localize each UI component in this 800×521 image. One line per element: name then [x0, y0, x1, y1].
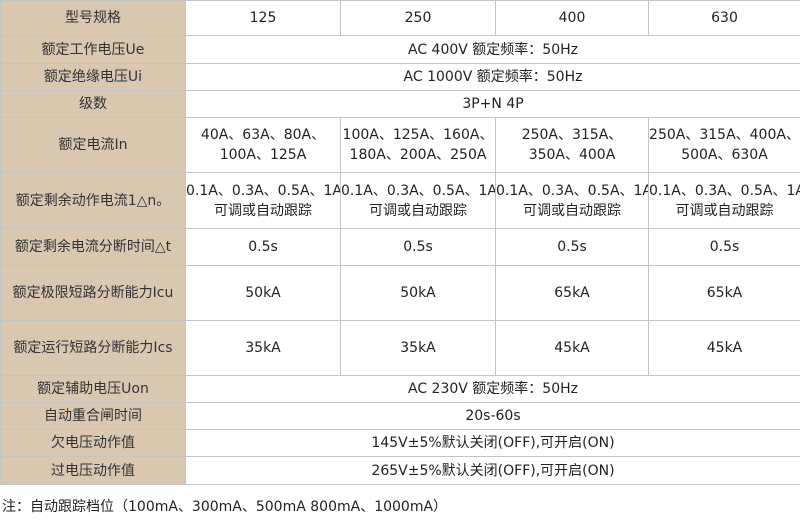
- row-label: 额定极限短路分断能力Icu: [0, 265, 186, 321]
- cell: 100A、125A、160A、 180A、200A、250A: [340, 117, 496, 173]
- row: 级数 3P+N 4P: [0, 90, 800, 118]
- cell-line: 可调或自动跟踪: [523, 202, 621, 219]
- cell-line: 500A、630A: [681, 147, 768, 163]
- row-label: 额定运行短路分断能力Ics: [0, 320, 186, 376]
- cell: AC 230V 额定频率：50Hz: [185, 375, 800, 403]
- cell-line: 可调或自动跟踪: [369, 202, 467, 219]
- cell: AC 400V 额定频率：50Hz: [185, 35, 800, 64]
- row: 额定电流In 40A、63A、80A、 100A、125A 100A、125A、160…: [0, 117, 800, 173]
- row-label: 额定绝缘电压Ui: [0, 63, 186, 91]
- cell-line: 180A、200A、250A: [349, 147, 487, 163]
- row: 额定剩余动作电流1△n。 0.1A、0.3A、0.5A、1A 可调或自动跟踪 0.1A…: [0, 172, 800, 229]
- header-row: 型号规格 125 250 400 630: [0, 0, 800, 36]
- row: 额定极限短路分断能力Icu 50kA 50kA 65kA 65kA: [0, 265, 800, 321]
- cell: 0.1A、0.3A、0.5A、1A 可调或自动跟踪: [185, 172, 341, 229]
- row-label: 额定辅助电压Uon: [0, 375, 186, 403]
- row-label: 额定电流In: [0, 117, 186, 173]
- cell-line: 100A、125A: [219, 147, 307, 163]
- row-label: 级数: [0, 90, 186, 118]
- cell: 0.1A、0.3A、0.5A、1A 可调或自动跟踪: [340, 172, 496, 229]
- cell: 45kA: [495, 320, 649, 376]
- cell-line: 0.1A、0.3A、0.5A、1A: [341, 182, 496, 199]
- cell: 0.5s: [648, 228, 800, 266]
- footnote: 注：自动跟踪档位（100mA、300mA、500mA 800mA、1000mA）: [2, 499, 448, 515]
- cell: 20s-60s: [185, 402, 800, 430]
- cell-line: 40A、63A、80A、: [200, 127, 326, 143]
- row: 额定绝缘电压Ui AC 1000V 额定频率：50Hz: [0, 63, 800, 91]
- cell: 35kA: [340, 320, 496, 376]
- cell-line: 100A、125A、160A、: [342, 127, 494, 143]
- cell: 0.5s: [185, 228, 341, 266]
- row: 额定运行短路分断能力Ics 35kA 35kA 45kA 45kA: [0, 320, 800, 376]
- cell-line: 350A、400A: [528, 147, 616, 163]
- cell: 250: [340, 0, 496, 36]
- spec-table: 型号规格 125 250 400 630 额定工作电压Ue AC 400V 额定频率：50H…: [0, 0, 800, 485]
- cell: 3P+N 4P: [185, 90, 800, 118]
- cell-line: 0.1A、0.3A、0.5A、1A: [649, 182, 800, 199]
- cell: 65kA: [495, 265, 649, 321]
- cell: 50kA: [340, 265, 496, 321]
- cell: 145V±5%默认关闭(OFF),可开启(ON): [185, 429, 800, 457]
- cell: 50kA: [185, 265, 341, 321]
- cell: 0.1A、0.3A、0.5A、1A 可调或自动跟踪: [495, 172, 649, 229]
- row: 自动重合闸时间 20s-60s: [0, 402, 800, 430]
- cell: 45kA: [648, 320, 800, 376]
- cell: 250A、315A、 350A、400A: [495, 117, 649, 173]
- row-label: 额定剩余动作电流1△n。: [0, 172, 186, 229]
- row-label: 欠电压动作值: [0, 429, 186, 457]
- cell: 0.1A、0.3A、0.5A、1A 可调或自动跟踪: [648, 172, 800, 229]
- row-label: 过电压动作值: [0, 456, 186, 485]
- row-label: 额定工作电压Ue: [0, 35, 186, 64]
- row-label: 额定剩余电流分断时间△t: [0, 228, 186, 266]
- cell: 630: [648, 0, 800, 36]
- row-label: 自动重合闸时间: [0, 402, 186, 430]
- cell: 35kA: [185, 320, 341, 376]
- cell-line: 可调或自动跟踪: [675, 202, 774, 219]
- cell: AC 1000V 额定频率：50Hz: [185, 63, 800, 91]
- cell: 0.5s: [495, 228, 649, 266]
- cell-line: 250A、315A、400A、: [649, 127, 800, 143]
- cell: 65kA: [648, 265, 800, 321]
- cell: 40A、63A、80A、 100A、125A: [185, 117, 341, 173]
- cell-line: 可调或自动跟踪: [214, 202, 312, 219]
- cell: 0.5s: [340, 228, 496, 266]
- row: 额定工作电压Ue AC 400V 额定频率：50Hz: [0, 35, 800, 64]
- row: 额定剩余电流分断时间△t 0.5s 0.5s 0.5s 0.5s: [0, 228, 800, 266]
- row: 额定辅助电压Uon AC 230V 额定频率：50Hz: [0, 375, 800, 403]
- cell: 265V±5%默认关闭(OFF),可开启(ON): [185, 456, 800, 485]
- row: 欠电压动作值 145V±5%默认关闭(OFF),可开启(ON): [0, 429, 800, 457]
- cell: 125: [185, 0, 341, 36]
- cell-line: 250A、315A、: [521, 127, 623, 143]
- cell: 250A、315A、400A、 500A、630A: [648, 117, 800, 173]
- cell: 400: [495, 0, 649, 36]
- cell-line: 0.1A、0.3A、0.5A、1A: [496, 182, 649, 199]
- row: 过电压动作值 265V±5%默认关闭(OFF),可开启(ON): [0, 456, 800, 485]
- row-label: 型号规格: [0, 0, 186, 36]
- cell-line: 0.1A、0.3A、0.5A、1A: [186, 182, 341, 199]
